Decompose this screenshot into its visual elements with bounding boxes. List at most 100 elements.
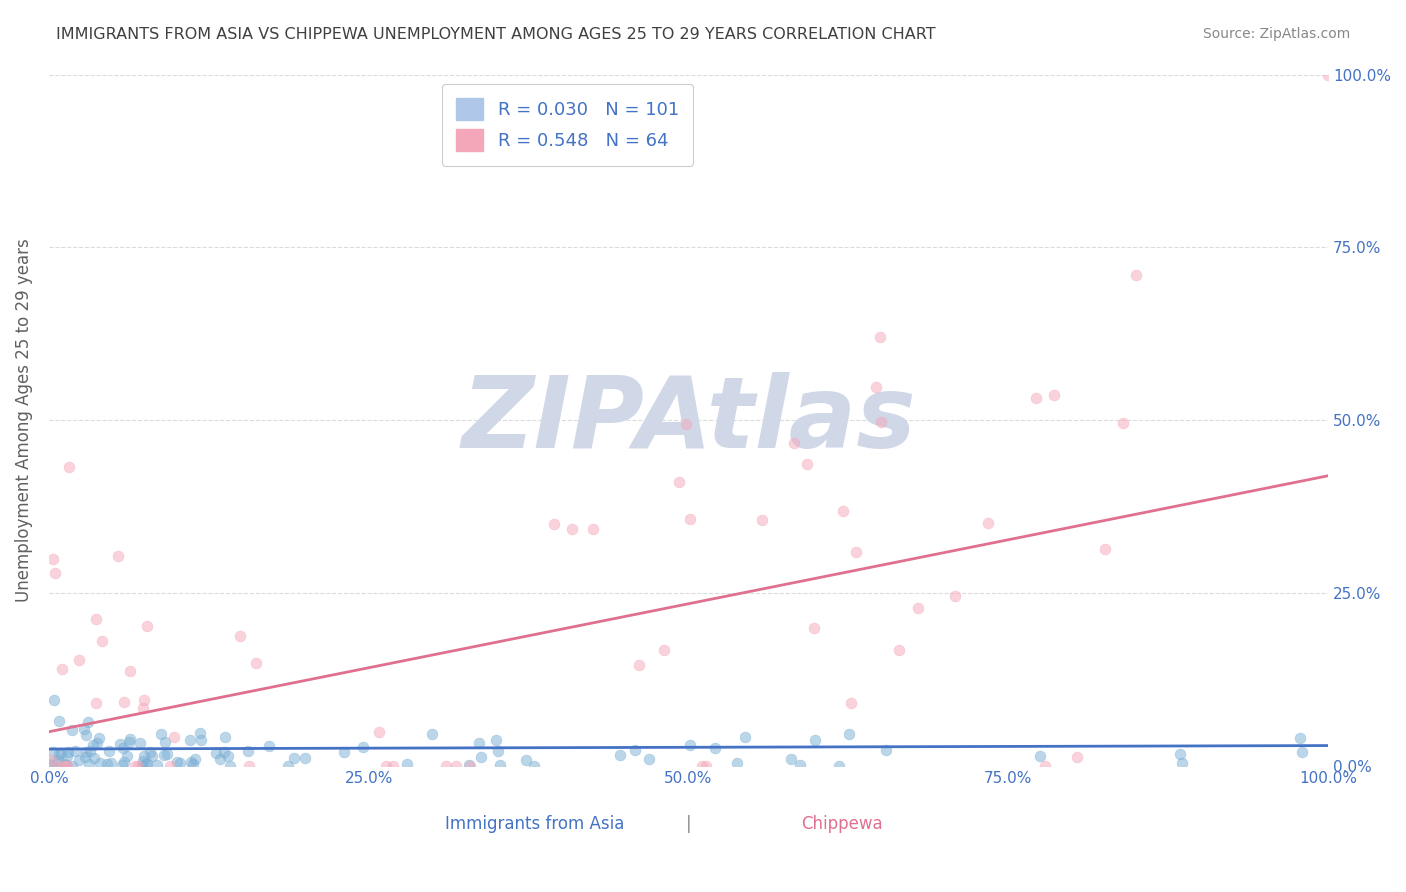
Point: [875, 743, 897, 757]
Point: [83, 751, 105, 765]
Point: [434, 759, 457, 773]
Point: [803, 621, 825, 635]
Point: [107, 549, 129, 563]
Point: [112, 696, 135, 710]
Point: [58, 459, 80, 474]
Point: [205, 746, 228, 760]
Point: [90, 633, 112, 648]
Point: [56, 759, 79, 773]
Point: [179, 733, 201, 747]
Point: [420, 726, 443, 740]
Point: [118, 735, 141, 749]
Point: [1168, 747, 1191, 761]
Point: [368, 725, 391, 739]
Point: [181, 756, 204, 771]
Point: [804, 732, 827, 747]
Point: [470, 750, 492, 764]
Point: [236, 744, 259, 758]
Point: [561, 522, 583, 536]
Point: [838, 727, 860, 741]
Point: [668, 475, 690, 490]
Point: [63, 744, 86, 758]
Point: [381, 759, 404, 773]
Point: [751, 513, 773, 527]
Point: [42, 551, 65, 566]
Point: [120, 732, 142, 747]
Point: [277, 759, 299, 773]
Point: [1033, 759, 1056, 773]
Point: [55, 757, 77, 772]
Point: [458, 759, 481, 773]
Point: [283, 751, 305, 765]
Point: [582, 522, 605, 536]
Point: [624, 743, 647, 757]
Point: [652, 643, 675, 657]
Point: [138, 745, 160, 759]
Point: [38, 756, 60, 771]
Point: [96, 756, 118, 771]
Point: [1043, 387, 1066, 401]
Point: [679, 512, 702, 526]
Point: [132, 755, 155, 769]
Point: [1125, 268, 1147, 282]
Point: [467, 736, 489, 750]
Point: [51, 746, 73, 760]
Point: [485, 733, 508, 747]
Point: [73, 722, 96, 736]
Point: [56, 749, 79, 764]
Point: [67, 753, 90, 767]
Point: [190, 733, 212, 747]
Point: [457, 758, 479, 772]
Point: [55, 759, 77, 773]
Point: [108, 738, 131, 752]
Point: [132, 701, 155, 715]
Point: [675, 417, 697, 431]
Point: [488, 744, 510, 758]
Point: [51, 661, 73, 675]
Point: [396, 757, 419, 772]
Point: [229, 629, 252, 643]
Point: [217, 749, 239, 764]
Point: [543, 516, 565, 531]
Point: [977, 516, 1000, 530]
Point: [75, 745, 97, 759]
Point: [41, 753, 63, 767]
Point: [627, 657, 650, 672]
Point: [1094, 541, 1116, 556]
Point: [1291, 745, 1313, 759]
Y-axis label: Unemployment Among Ages 25 to 29 years: Unemployment Among Ages 25 to 29 years: [15, 238, 32, 602]
Point: [703, 740, 725, 755]
Point: [135, 757, 157, 772]
Point: [114, 755, 136, 769]
Point: [39, 758, 62, 772]
Text: ZIPAtlas: ZIPAtlas: [461, 372, 915, 469]
Point: [828, 759, 851, 773]
Point: [245, 656, 267, 670]
Point: [44, 566, 66, 580]
Point: [637, 752, 659, 766]
Point: [135, 619, 157, 633]
Point: [166, 755, 188, 769]
Point: [523, 759, 546, 773]
Point: [100, 756, 122, 770]
Point: [870, 415, 893, 429]
Point: [156, 747, 179, 761]
Point: [725, 756, 748, 770]
Point: [136, 756, 159, 770]
Text: IMMIGRANTS FROM ASIA VS CHIPPEWA UNEMPLOYMENT AMONG AGES 25 TO 29 YEARS CORRELAT: IMMIGRANTS FROM ASIA VS CHIPPEWA UNEMPLO…: [56, 27, 936, 42]
Point: [375, 759, 398, 773]
Point: [131, 758, 153, 772]
Point: [120, 664, 142, 678]
Point: [111, 758, 134, 772]
Point: [67, 653, 90, 667]
Point: [333, 745, 356, 759]
Point: [209, 752, 232, 766]
Point: [1025, 391, 1047, 405]
Point: [169, 756, 191, 770]
Point: [152, 748, 174, 763]
Point: [734, 731, 756, 745]
Text: Chippewa: Chippewa: [801, 814, 883, 833]
Point: [779, 752, 801, 766]
Point: [515, 753, 537, 767]
Point: [214, 730, 236, 744]
